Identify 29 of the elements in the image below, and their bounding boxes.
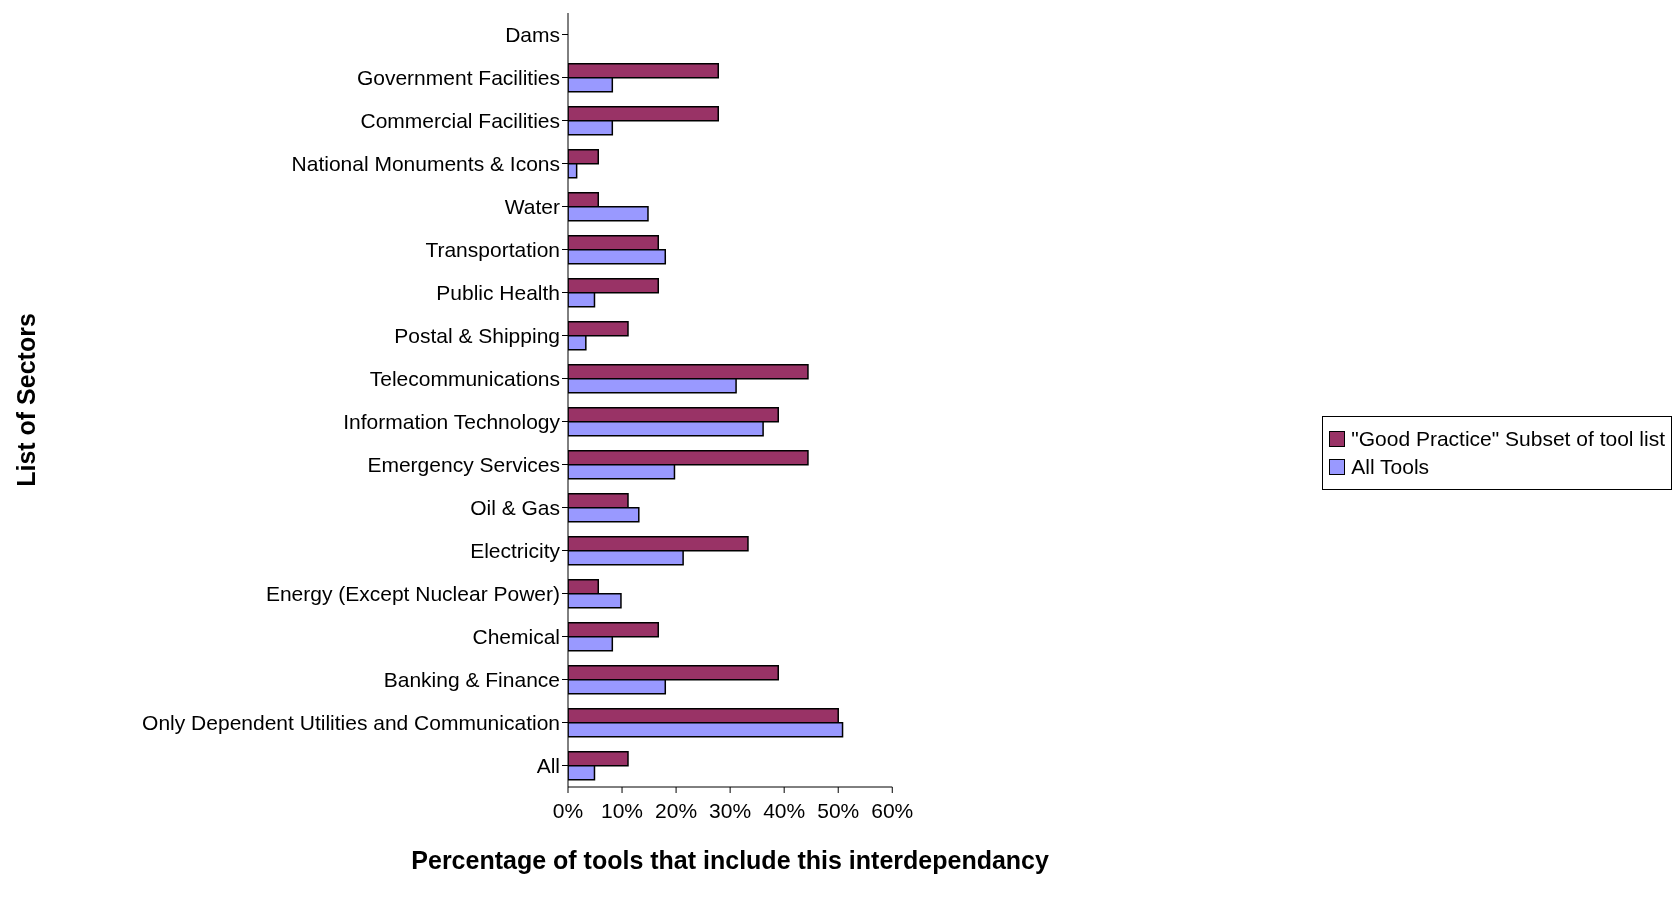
y-tick-label: Information Technology xyxy=(343,409,561,433)
y-axis-title: List of Sectors xyxy=(11,313,40,487)
x-tick-label: 20% xyxy=(655,798,698,822)
y-tick-label: Chemical xyxy=(472,624,560,648)
x-tick-label: 0% xyxy=(552,798,584,822)
y-tick-label: Government Facilities xyxy=(356,65,560,89)
y-tick-label: Dams xyxy=(505,22,560,46)
x-axis-title: Percentage of tools that include this interdependancy xyxy=(411,846,1050,874)
x-tick-label: 40% xyxy=(763,798,806,822)
y-tick-label: Postal & Shipping xyxy=(394,323,560,347)
y-tick-label: Oil & Gas xyxy=(470,495,560,519)
y-tick-label: Water xyxy=(504,194,560,218)
y-tick-label: Electricity xyxy=(470,538,561,562)
y-tick-label: Telecommunications xyxy=(369,366,560,390)
y-tick-label: National Monuments & Icons xyxy=(291,151,560,175)
y-tick-label: Emergency Services xyxy=(367,452,560,476)
y-tick-label: Transportation xyxy=(425,237,560,261)
y-tick-label: All xyxy=(536,753,560,777)
x-tick-label: 50% xyxy=(817,798,860,822)
legend-label: "Good Practice" Subset of tool list xyxy=(1351,426,1665,451)
legend-label: All Tools xyxy=(1351,454,1430,479)
x-tick-label: 30% xyxy=(709,798,752,822)
y-tick-label: Public Health xyxy=(436,280,560,304)
x-tick-label: 60% xyxy=(871,798,914,822)
y-tick-label: Commercial Facilities xyxy=(360,108,560,132)
y-tick-label: Only Dependent Utilities and Communication xyxy=(142,710,560,734)
y-tick-label: Energy (Except Nuclear Power) xyxy=(265,581,560,605)
x-tick-label: 10% xyxy=(601,798,644,822)
y-tick-label: Banking & Finance xyxy=(383,667,560,691)
